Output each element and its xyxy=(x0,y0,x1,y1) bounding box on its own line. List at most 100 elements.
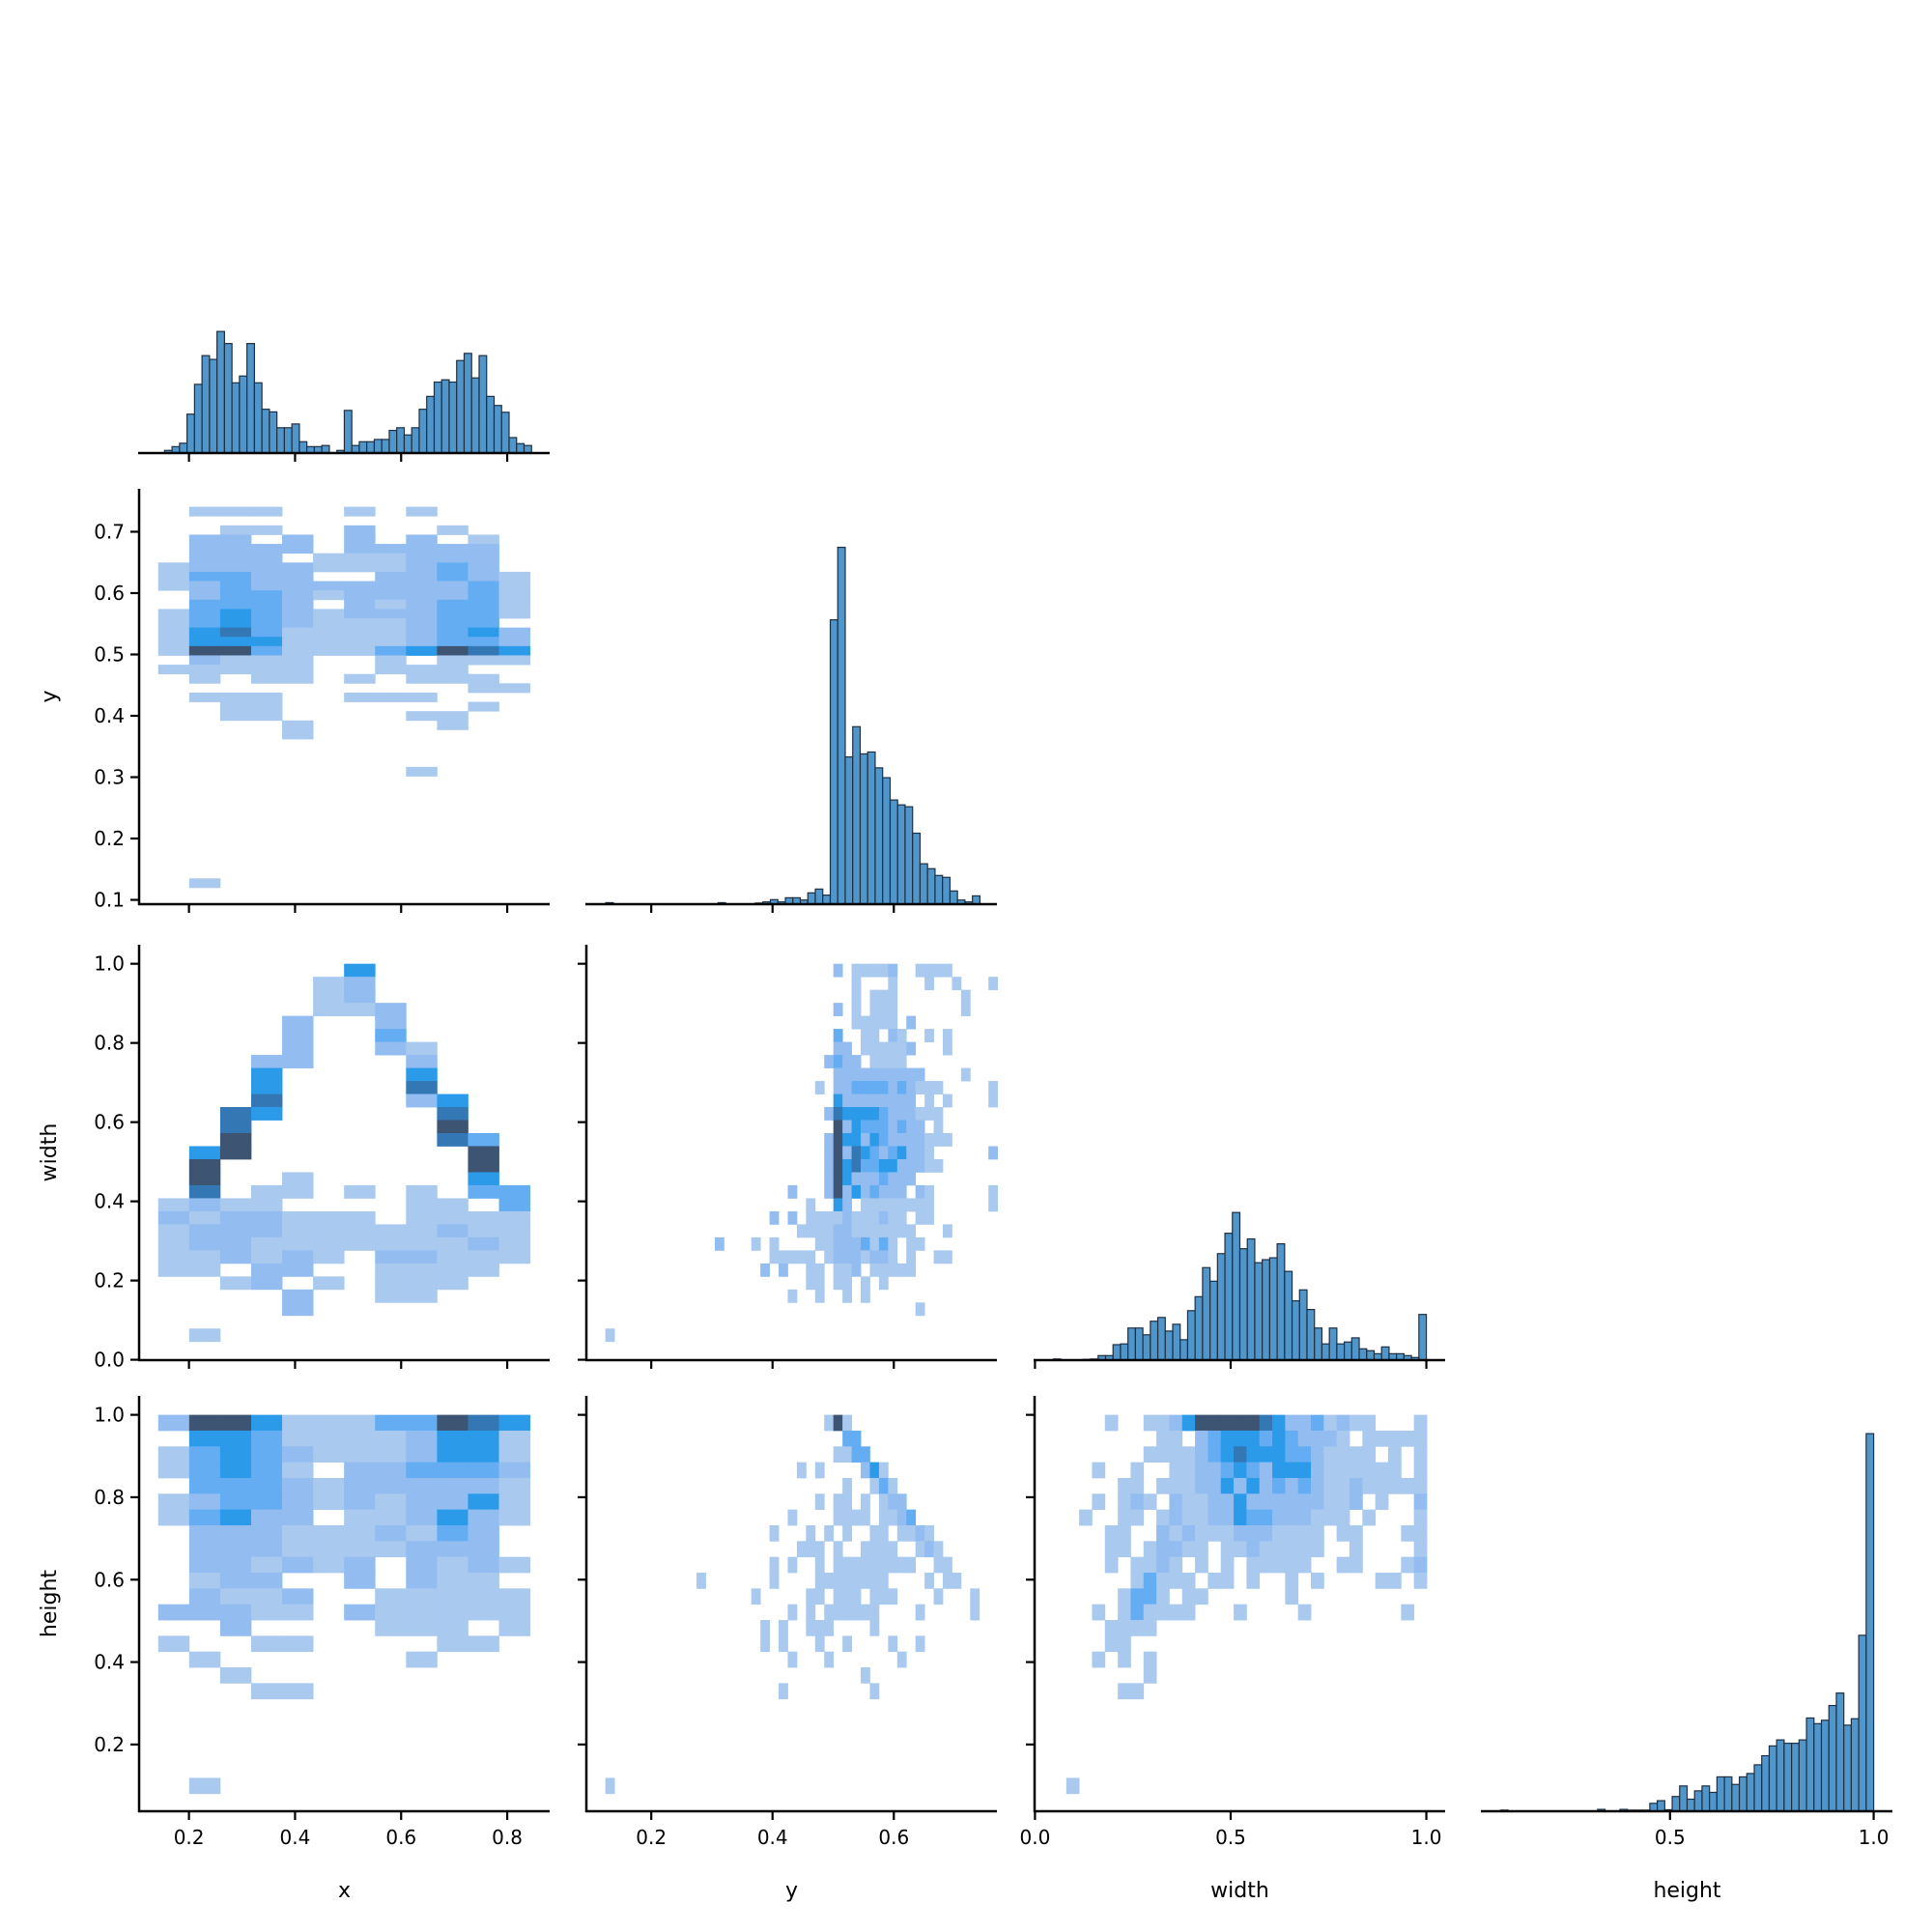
heatmap-cell xyxy=(437,1107,469,1121)
heatmap-cell xyxy=(833,1041,843,1056)
heatmap-cell xyxy=(1220,1477,1235,1494)
heatmap-cell xyxy=(188,609,221,619)
heatmap-cell xyxy=(375,544,407,554)
heatmap-cell xyxy=(988,1198,999,1212)
heatmap-cell xyxy=(1336,1477,1350,1494)
heatmap-cell xyxy=(888,1029,898,1042)
heatmap-cell xyxy=(842,1493,852,1511)
heatmap-cell xyxy=(1156,1509,1170,1526)
heatmap-cell xyxy=(1272,1541,1286,1558)
heatmap-cell xyxy=(406,1210,438,1225)
heatmap-cell xyxy=(282,720,314,730)
histogram-bar xyxy=(926,867,936,905)
heatmap-cell xyxy=(250,1224,283,1238)
heatmap-cell xyxy=(468,701,499,712)
heatmap-cell xyxy=(787,1250,798,1264)
heatmap-cell xyxy=(842,1573,852,1589)
histogram-bar xyxy=(1693,1790,1703,1812)
heatmap-cell xyxy=(906,1263,917,1277)
heatmap-cell xyxy=(1336,1414,1350,1432)
heatmap-cell xyxy=(1104,1556,1119,1574)
histogram-bar xyxy=(1254,1262,1264,1361)
heatmap-cell xyxy=(498,1250,530,1264)
heatmap-cell xyxy=(779,1683,788,1700)
heatmap-cell xyxy=(250,673,283,684)
heatmap-cell xyxy=(406,534,438,545)
heatmap-cell xyxy=(344,553,376,563)
heatmap-cell xyxy=(915,1120,925,1134)
heatmap-cell xyxy=(814,1541,825,1558)
heatmap-cell xyxy=(869,1158,880,1173)
heatmap-cell xyxy=(437,645,469,656)
heatmap-cell xyxy=(933,963,944,978)
heatmap-cell xyxy=(498,1414,530,1432)
histogram-bar xyxy=(1216,1253,1226,1361)
x-tick-label: 1.0 xyxy=(1411,1826,1442,1849)
histogram-bar xyxy=(1850,1718,1860,1812)
heatmap-cell xyxy=(896,1120,907,1134)
heatmap-cell xyxy=(468,1524,499,1542)
heatmap-cell xyxy=(219,599,252,610)
heatmap-cell xyxy=(406,1198,438,1212)
heatmap-height-vs-width xyxy=(1065,1414,1428,1795)
heatmap-cell xyxy=(157,609,190,619)
heatmap-cell xyxy=(1285,1430,1299,1447)
heatmap-cell xyxy=(498,627,530,638)
histogram-bar xyxy=(388,429,398,454)
heatmap-cell xyxy=(842,1210,852,1225)
heatmap-cell xyxy=(1143,1651,1157,1668)
heatmap-cell xyxy=(1323,1414,1338,1432)
heatmap-cell xyxy=(313,1541,345,1558)
heatmap-cell xyxy=(878,1132,889,1147)
heatmap-cell xyxy=(468,1132,499,1147)
heatmap-cell xyxy=(878,1107,889,1121)
heatmap-cell xyxy=(1350,1524,1363,1542)
heatmap-cell xyxy=(437,655,469,666)
heatmap-cell xyxy=(924,1184,934,1199)
heatmap-cell xyxy=(375,1493,407,1511)
heatmap-cell xyxy=(250,525,283,535)
heatmap-cell xyxy=(375,1289,407,1303)
heatmap-cell xyxy=(1375,1462,1389,1479)
heatmap-cell xyxy=(188,1651,221,1668)
heatmap-cell xyxy=(437,1446,469,1463)
heatmap-cell xyxy=(851,1172,862,1186)
heatmap-cell xyxy=(851,1067,862,1082)
heatmap-cell xyxy=(888,1120,898,1134)
heatmap-cell xyxy=(1104,1524,1119,1542)
heatmap-cell xyxy=(1169,1573,1183,1589)
heatmap-cell xyxy=(842,1081,852,1094)
heatmap-cell xyxy=(878,1250,889,1264)
heatmap-cell xyxy=(924,1146,934,1160)
heatmap-cell xyxy=(313,609,345,619)
histogram-bar xyxy=(1150,1321,1159,1361)
histogram-bar xyxy=(463,353,472,454)
heatmap-cell xyxy=(250,1556,283,1574)
heatmap-cell xyxy=(924,963,934,978)
heatmap-cell xyxy=(851,1107,862,1121)
heatmap-cell xyxy=(878,963,889,978)
heatmap-cell xyxy=(1169,1604,1183,1621)
heatmap-cell xyxy=(970,1588,980,1605)
heatmap-cell xyxy=(219,1250,252,1264)
heatmap-cell xyxy=(988,977,999,991)
histogram-width xyxy=(1052,1211,1428,1361)
heatmap-cell xyxy=(787,1184,798,1199)
heatmap-cell xyxy=(1195,1446,1208,1463)
heatmap-cell xyxy=(313,553,345,563)
heatmap-cell xyxy=(1143,1493,1157,1511)
heatmap-cell xyxy=(1297,1541,1312,1558)
heatmap-cell xyxy=(313,1556,345,1574)
heatmap-cell xyxy=(250,1263,283,1277)
heatmap-cell xyxy=(906,1146,917,1160)
heatmap-cell xyxy=(406,637,438,647)
heatmap-cell xyxy=(375,1276,407,1291)
histogram-bar xyxy=(1716,1776,1725,1812)
heatmap-cell xyxy=(188,1509,221,1526)
heatmap-cell xyxy=(942,1250,952,1264)
heatmap-cell xyxy=(437,618,469,629)
heatmap-cell xyxy=(406,1250,438,1264)
heatmap-cell xyxy=(833,1094,843,1108)
heatmap-cell xyxy=(188,599,221,610)
histogram-bar xyxy=(1134,1327,1144,1361)
